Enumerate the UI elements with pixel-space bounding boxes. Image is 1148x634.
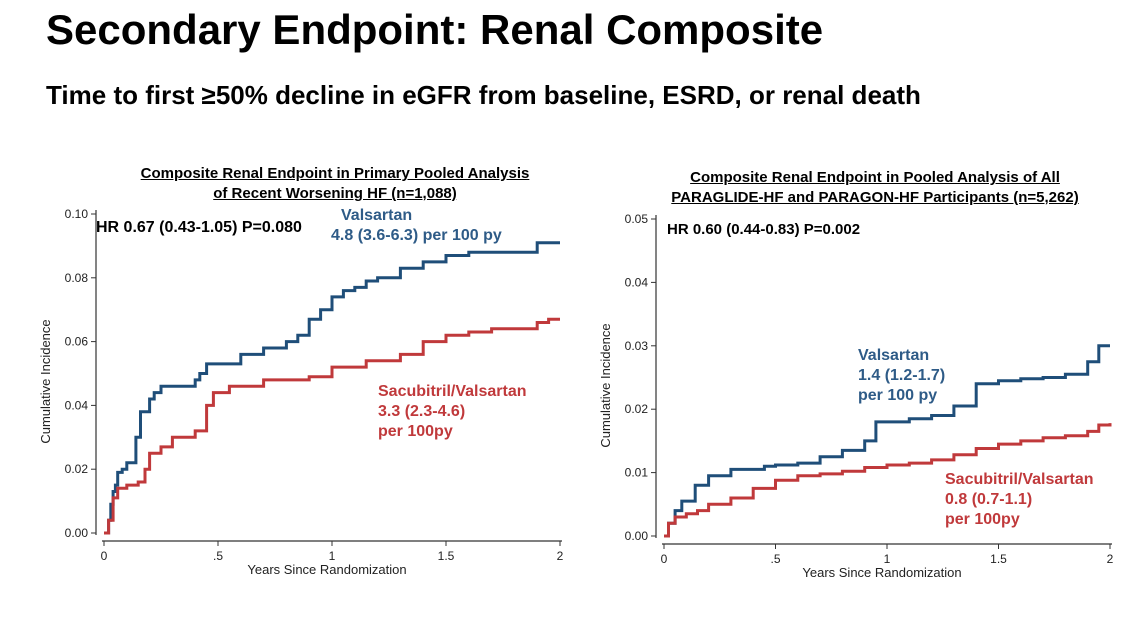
chart-left-xtick-label-0: 0 — [101, 549, 108, 563]
chart-right-ytick-label-3: 0.03 — [625, 339, 649, 353]
slide-title: Secondary Endpoint: Renal Composite — [46, 6, 824, 53]
chart-left-sacubitril-line-3: per 100py — [378, 423, 453, 440]
chart-right-xtick-label-2: 1 — [884, 552, 891, 566]
chart-left-ytick-label-2: 0.04 — [65, 398, 89, 412]
chart-right-hr-text: HR 0.60 (0.44-0.83) P=0.002 — [667, 221, 861, 238]
chart-left-sacubitril-line-2: 3.3 (2.3-4.6) — [378, 403, 466, 420]
chart-left-xtick-label-2: 1 — [329, 549, 336, 563]
chart-left-ytick-label-1: 0.02 — [65, 462, 89, 476]
chart-right-sacubitril-valsartan-series-line — [664, 423, 1112, 538]
chart-left-ytick-label-4: 0.08 — [65, 271, 89, 285]
chart-right-sacubitril-line-2: 0.8 (0.7-1.1) — [945, 491, 1033, 508]
chart-left-x-axis-title: Years Since Randomization — [247, 562, 406, 577]
chart-left-title-line-1: Composite Renal Endpoint in Primary Pool… — [140, 165, 530, 182]
chart-left-ytick-label-0: 0.00 — [65, 526, 89, 540]
chart-right-ytick-label-2: 0.02 — [625, 402, 649, 416]
chart-left-valsartan-line-2: 4.8 (3.6-6.3) per 100 py — [331, 227, 502, 244]
chart-right-xtick-label-3: 1.5 — [990, 552, 1007, 566]
chart-right-xtick-label-4: 2 — [1107, 552, 1114, 566]
chart-right-x-axis-title: Years Since Randomization — [802, 565, 961, 580]
chart-right-valsartan-series-line — [664, 344, 1110, 538]
chart-right-xtick-label-1: .5 — [770, 552, 780, 566]
chart-left-xtick-label-4: 2 — [557, 549, 564, 563]
chart-right-title-line-1: Composite Renal Endpoint in Pooled Analy… — [690, 169, 1060, 186]
chart-right-y-axis-title: Cumulative Incidence — [598, 323, 613, 447]
chart-right-ytick-label-4: 0.04 — [625, 275, 649, 289]
chart-left-xtick-label-3: 1.5 — [438, 549, 455, 563]
chart-right-ytick-label-1: 0.01 — [625, 466, 649, 480]
chart-right-valsartan-line-1: Valsartan — [858, 347, 930, 364]
chart-left-ytick-label-5: 0.10 — [65, 207, 89, 221]
chart-right-sacubitril-line-3: per 100py — [945, 511, 1020, 528]
chart-right-valsartan-line-3: per 100 py — [858, 387, 938, 404]
chart-right-ytick-label-5: 0.05 — [625, 212, 649, 226]
chart-right-xtick-label-0: 0 — [661, 552, 668, 566]
chart-right-title: Composite Renal Endpoint in Pooled Analy… — [610, 168, 1140, 208]
chart-left-title: Composite Renal Endpoint in Primary Pool… — [90, 164, 580, 204]
chart-left-valsartan-line-1: Valsartan — [341, 207, 413, 224]
chart-right-valsartan-label: Valsartan 1.4 (1.2-1.7) per 100 py — [858, 346, 945, 406]
chart-left-sacubitril-line-1: Sacubitril/Valsartan — [378, 383, 527, 400]
chart-left-xtick-label-1: .5 — [213, 549, 223, 563]
chart-left-ytick-label-3: 0.06 — [65, 335, 89, 349]
chart-left-title-line-2: of Recent Worsening HF (n=1,088) — [213, 185, 457, 202]
slide-subtitle: Time to first ≥50% decline in eGFR from … — [46, 80, 921, 110]
chart-right-sacubitril-line-1: Sacubitril/Valsartan — [945, 471, 1094, 488]
chart-left-y-axis-title: Cumulative Incidence — [38, 319, 53, 443]
chart-left-valsartan-label: Valsartan 4.8 (3.6-6.3) per 100 py — [331, 206, 502, 246]
chart-left-hr-text: HR 0.67 (0.43-1.05) P=0.080 — [96, 219, 302, 236]
chart-right-valsartan-line-2: 1.4 (1.2-1.7) — [858, 367, 946, 384]
chart-left-sacubitril-label: Sacubitril/Valsartan 3.3 (2.3-4.6) per 1… — [378, 382, 527, 442]
chart-right-ytick-label-0: 0.00 — [625, 529, 649, 543]
chart-right-sacubitril-label: Sacubitril/Valsartan 0.8 (0.7-1.1) per 1… — [945, 470, 1094, 530]
chart-left-valsartan-series-line — [104, 241, 560, 535]
chart-right-title-line-2: PARAGLIDE-HF and PARAGON-HF Participants… — [671, 189, 1079, 206]
chart-left-sacubitril-valsartan-series-line — [104, 317, 560, 535]
